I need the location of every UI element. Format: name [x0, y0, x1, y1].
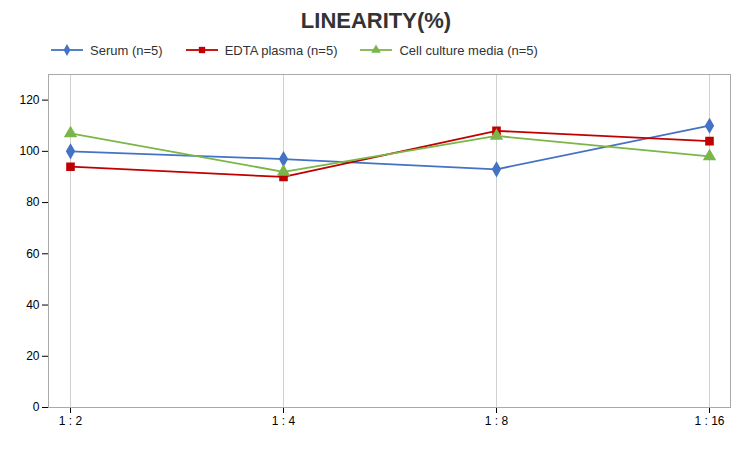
svg-text:120: 120 — [19, 93, 39, 107]
svg-text:1 : 4: 1 : 4 — [272, 414, 296, 428]
html-text:Cell culture media (n=5): Cell culture media (n=5) — [399, 42, 538, 58]
html-text:EDTA plasma (n=5): EDTA plasma (n=5) — [224, 42, 338, 58]
html-text:LINEARITY(%): LINEARITY(%) — [300, 8, 452, 33]
svg-text:0: 0 — [33, 400, 40, 414]
svg-text:1 : 16: 1 : 16 — [694, 414, 724, 428]
svg-text:1 : 2: 1 : 2 — [59, 414, 83, 428]
svg-text:80: 80 — [26, 195, 40, 209]
svg-text:40: 40 — [26, 298, 40, 312]
html-text:Serum (n=5): Serum (n=5) — [90, 42, 163, 58]
svg-text:20: 20 — [26, 349, 40, 363]
svg-text:60: 60 — [26, 247, 40, 261]
svg-text:1 : 8: 1 : 8 — [485, 414, 509, 428]
svg-text:100: 100 — [19, 144, 39, 158]
